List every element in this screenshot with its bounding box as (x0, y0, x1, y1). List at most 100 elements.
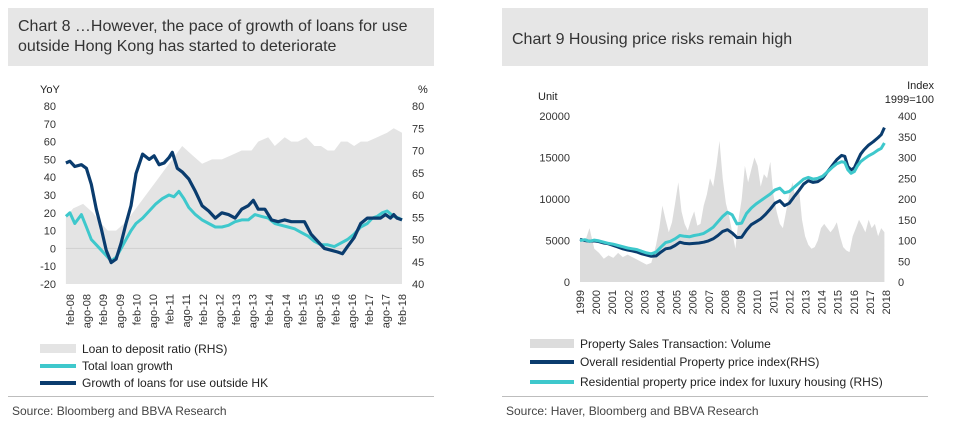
x-axis-tick-15: ago-15 (314, 294, 326, 328)
luxury-price-index-line (579, 142, 886, 256)
x-axis-tick-10: 2009 (736, 290, 748, 314)
left-axis-tick-4: 0 (564, 277, 570, 289)
left-axis-tick-0: 20000 (539, 111, 570, 123)
left-axis-tick-2: 60 (44, 137, 56, 149)
legend-label-2: Growth of loans for use outside HK (82, 376, 268, 390)
x-axis-tick-11: 2010 (752, 290, 764, 314)
x-axis-tick-2: 2001 (607, 290, 619, 314)
chart-9-svg: 2000015000100005000040035030025020015010… (530, 80, 934, 389)
right-axis-tick-3: 65 (412, 168, 424, 180)
legend-label-0: Loan to deposit ratio (RHS) (82, 342, 227, 356)
left-axis-tick-10: -20 (40, 279, 56, 291)
left-axis-label: Unit (538, 91, 558, 103)
x-axis-tick-12: feb-14 (264, 294, 276, 325)
x-axis-tick-17: ago-16 (347, 294, 359, 328)
right-axis-tick-1: 75 (412, 123, 424, 135)
x-axis-tick-7: ago-11 (181, 294, 193, 327)
left-axis-tick-9: -10 (40, 261, 56, 273)
chart-8-source: Source: Bloomberg and BBVA Research (12, 404, 227, 418)
legend-swatch-0 (40, 344, 76, 353)
x-axis-tick-9: ago-12 (214, 294, 226, 328)
chart-8-panel: Chart 8 …However, the pace of growth of … (0, 0, 470, 438)
right-axis-tick-8: 0 (898, 277, 904, 289)
x-axis-tick-14: feb-15 (297, 294, 309, 325)
x-axis-tick-0: feb-08 (65, 294, 77, 325)
left-axis-label: YoY (40, 84, 60, 96)
outside-hk-loan-growth-line (65, 150, 403, 265)
chart-9-source-rule (502, 396, 928, 397)
right-axis-tick-2: 70 (412, 146, 424, 158)
x-axis-tick-5: 2004 (656, 290, 668, 314)
x-axis-tick-13: 2012 (784, 290, 796, 314)
left-axis-tick-1: 70 (44, 119, 56, 131)
x-axis-tick-1: ago-08 (82, 294, 94, 328)
right-axis-tick-7: 50 (898, 256, 910, 268)
right-axis-tick-0: 400 (898, 111, 916, 123)
left-axis-tick-1: 15000 (539, 153, 570, 165)
right-axis-tick-2: 300 (898, 153, 916, 165)
left-axis-tick-7: 10 (44, 226, 56, 238)
x-axis-tick-17: 2016 (849, 290, 861, 314)
x-axis-tick-3: 2002 (623, 290, 635, 314)
x-axis-tick-15: 2014 (817, 290, 829, 314)
left-axis-tick-3: 5000 (546, 236, 570, 248)
x-axis-tick-20: feb-18 (397, 294, 409, 325)
chart-9-title: Chart 9 Housing price risks remain high (512, 31, 793, 48)
sales-volume-area (580, 140, 885, 282)
right-axis-tick-4: 200 (898, 194, 916, 206)
right-axis-tick-5: 150 (898, 215, 916, 227)
legend-label-1: Total loan growth (82, 359, 173, 373)
right-axis-tick-3: 250 (898, 173, 916, 185)
x-axis-tick-9: 2008 (720, 290, 732, 314)
x-axis-tick-19: ago-17 (380, 294, 392, 328)
legend-swatch-0 (530, 339, 574, 348)
x-axis-tick-18: 2017 (865, 290, 877, 314)
right-axis-label-2: 1999=100 (885, 94, 934, 106)
left-axis-tick-8: 0 (50, 243, 56, 255)
chart-9-header: Chart 9 Housing price risks remain high (502, 8, 928, 66)
x-axis-tick-3: ago-09 (115, 294, 127, 328)
chart-8-svg: 80 70 60 50 40 30 20 10 0 -10 -20 80 75 70 65 60 55 50 45 4… (40, 84, 428, 390)
right-axis-tick-6: 50 (412, 235, 424, 247)
x-axis-tick-11: ago-13 (248, 294, 260, 328)
x-axis-tick-5: ago-10 (148, 294, 160, 328)
chart-9-source: Source: Haver, Bloomberg and BBVA Resear… (506, 404, 759, 418)
x-axis-tick-8: feb-12 (198, 294, 210, 325)
right-axis-tick-5: 55 (412, 212, 424, 224)
x-axis-tick-18: feb-17 (364, 294, 376, 325)
chart-8-header: Chart 8 …However, the pace of growth of … (8, 8, 434, 66)
legend-label-2: Residential property price index for lux… (580, 375, 883, 389)
left-axis-tick-2: 10000 (539, 194, 570, 206)
left-axis-tick-5: 30 (44, 190, 56, 202)
right-axis-tick-6: 100 (898, 236, 916, 248)
left-axis-tick-0: 80 (44, 101, 56, 113)
legend-label-1: Overall residential Property price index… (580, 355, 819, 369)
x-axis-tick-1: 2000 (591, 290, 603, 314)
chart-9-panel: Chart 9 Housing price risks remain high … (494, 0, 964, 438)
x-axis-tick-7: 2006 (688, 290, 700, 314)
right-axis-label: % (418, 84, 428, 96)
x-axis-tick-0: 1999 (575, 290, 587, 314)
right-axis-tick-8: 40 (412, 279, 424, 291)
x-axis-tick-6: 2005 (672, 290, 684, 314)
x-axis-tick-10: feb-13 (231, 294, 243, 325)
overall-price-index-line (579, 126, 886, 258)
x-axis-tick-2: feb-09 (98, 294, 110, 325)
x-axis-tick-16: feb-16 (331, 294, 343, 325)
right-axis-tick-1: 350 (898, 132, 916, 144)
x-axis-tick-4: feb-10 (131, 294, 143, 325)
loan-deposit-ratio-area (65, 128, 403, 284)
chart-8-source-rule (8, 396, 434, 397)
right-axis-label: Index (907, 80, 934, 92)
right-axis-tick-0: 80 (412, 101, 424, 113)
legend-label-0: Property Sales Transaction: Volume (580, 337, 771, 351)
x-axis-tick-19: 2018 (881, 290, 893, 314)
left-axis-tick-3: 50 (44, 154, 56, 166)
left-axis-tick-4: 40 (44, 172, 56, 184)
x-axis-tick-13: ago-14 (281, 294, 293, 328)
right-axis-tick-7: 45 (412, 257, 424, 269)
x-axis-tick-8: 2007 (704, 290, 716, 314)
x-axis-tick-6: feb-11 (165, 294, 177, 324)
x-axis-tick-4: 2003 (639, 290, 651, 314)
x-axis-tick-12: 2011 (768, 290, 780, 314)
